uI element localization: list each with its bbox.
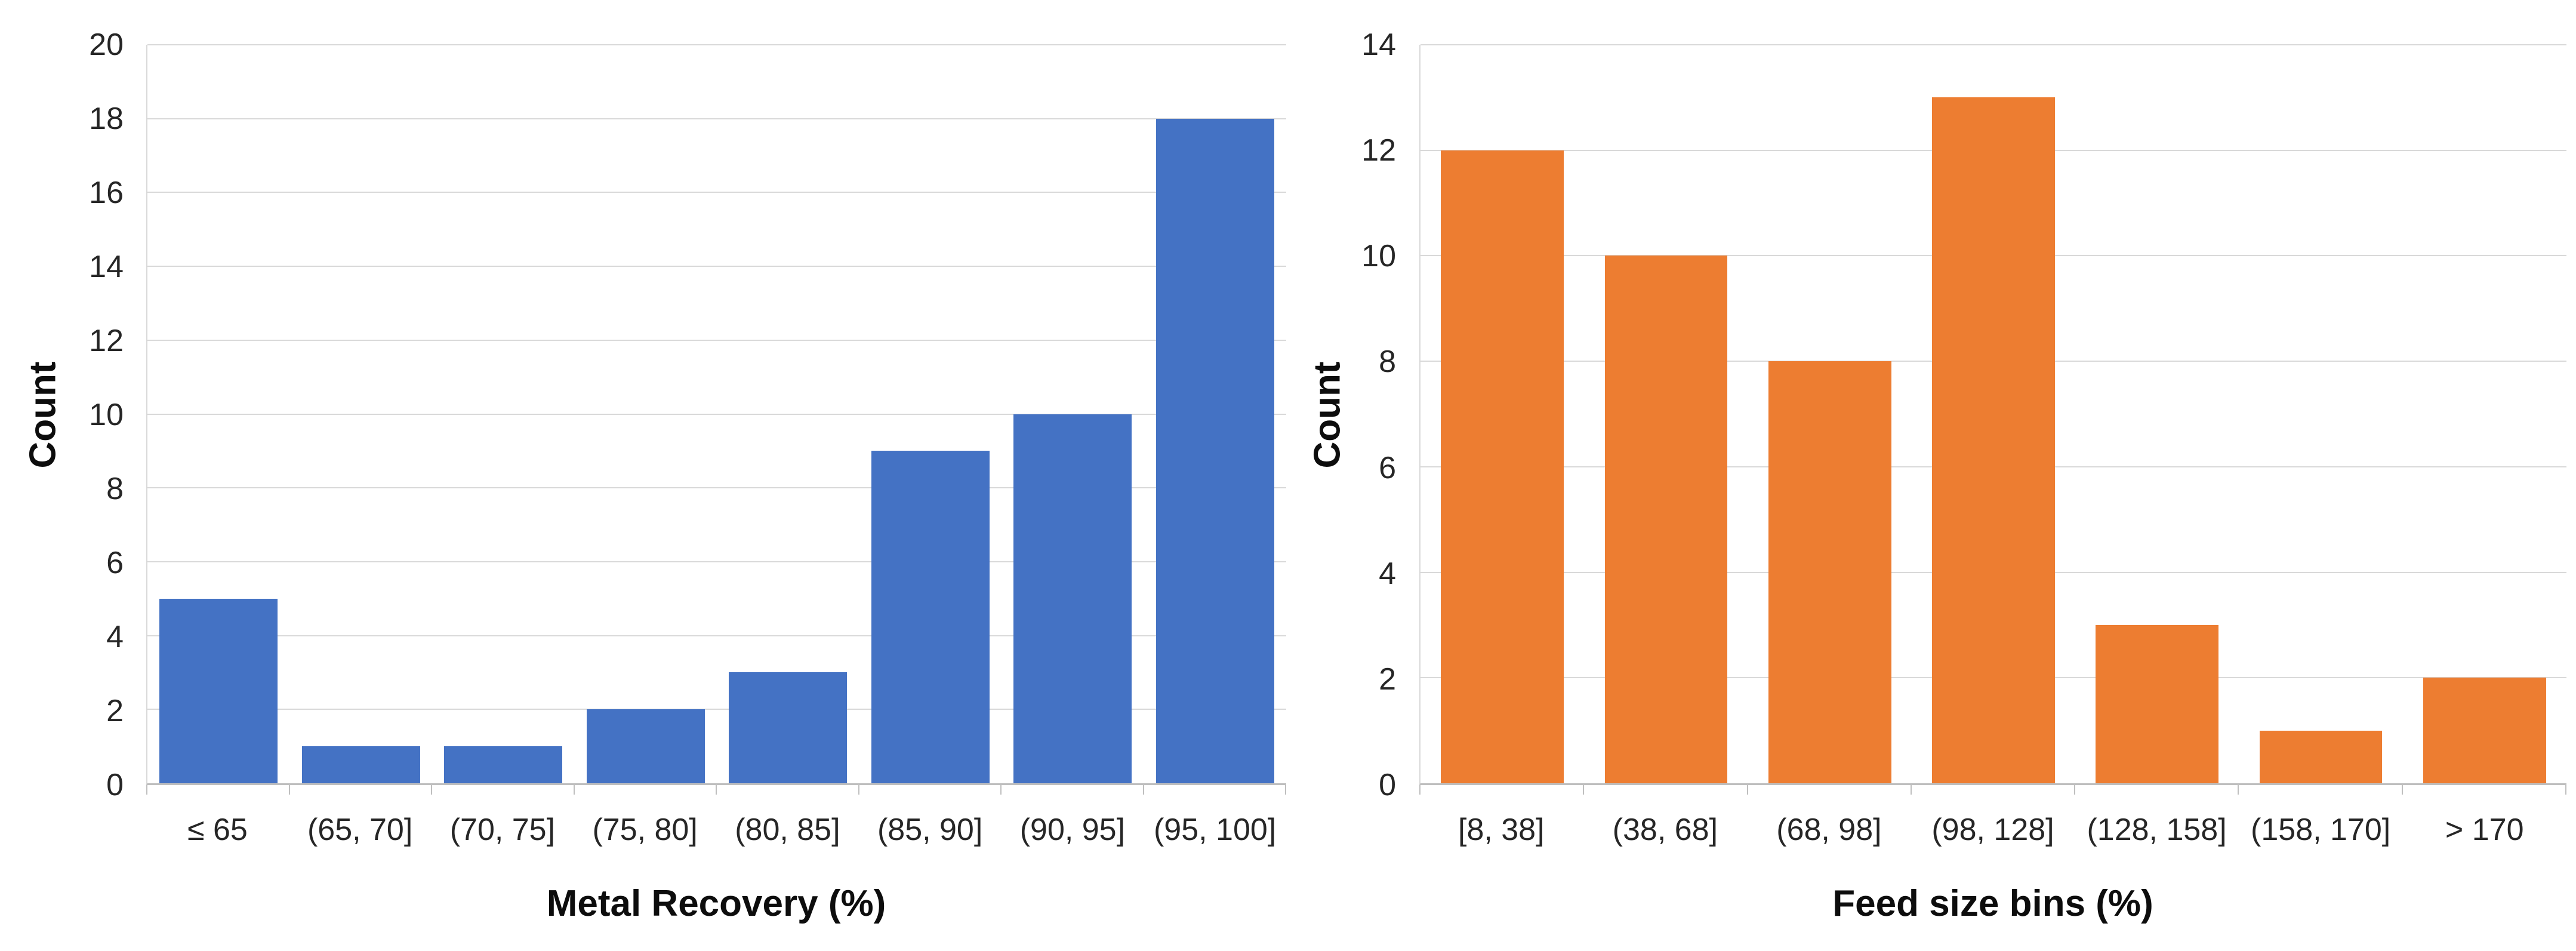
x-axis-tick-mark (858, 785, 859, 795)
x-tick-label: (128, 158] (2087, 812, 2227, 847)
bar (729, 672, 848, 783)
bar (2259, 730, 2383, 783)
y-axis-tick-labels: 0 2 4 6 8 10 12 14 16 18 20 (0, 29, 124, 801)
y-tick-label: 10 (89, 398, 124, 432)
y-tick-label: 10 (1361, 239, 1396, 274)
gridline (147, 339, 1286, 341)
y-tick-label: 0 (1379, 768, 1396, 802)
gridline (147, 413, 1286, 415)
x-tick-label: (68, 98] (1776, 812, 1882, 847)
x-axis-tick-mark (1746, 785, 1748, 795)
gridlines (147, 44, 1286, 783)
y-tick-label: 8 (106, 472, 124, 506)
bar (2096, 624, 2219, 783)
x-tick-label: (65, 70] (307, 812, 413, 847)
x-axis-tick-mark (146, 785, 147, 795)
x-axis-tick-mark (2401, 785, 2403, 795)
gridline (147, 487, 1286, 489)
gridline (147, 635, 1286, 636)
x-tick-label: [8, 38] (1458, 812, 1545, 847)
bar-series (1421, 45, 2566, 783)
x-tick-label: (70, 75] (449, 812, 556, 847)
x-axis-tick-labels: [8, 38] (38, 68] (68, 98] (98, 128] (128, 15… (1419, 812, 2566, 861)
metal-recovery-histogram: Count 0 2 4 6 8 10 12 14 16 18 20 ≤ 65 (65, 70] (70,… (0, 29, 1286, 924)
gridline (147, 266, 1286, 267)
gridline (147, 192, 1286, 193)
x-axis-tick-mark (431, 785, 432, 795)
gridline (147, 44, 1286, 45)
y-tick-label: 20 (89, 27, 124, 62)
gridline (147, 561, 1286, 562)
y-tick-label: 2 (1379, 661, 1396, 697)
bar (2423, 678, 2546, 783)
bar (159, 598, 278, 783)
bar (301, 746, 420, 783)
y-tick-label: 4 (1379, 556, 1396, 591)
x-axis-tick-mark (1000, 785, 1002, 795)
x-axis-tick-marks (1419, 45, 2566, 795)
x-axis-tick-mark (716, 785, 717, 795)
y-tick-label: 2 (106, 694, 124, 728)
y-tick-label: 4 (106, 620, 124, 654)
x-axis-tick-mark (2565, 785, 2566, 795)
x-tick-label: ≤ 65 (187, 812, 248, 847)
bar (1013, 414, 1132, 783)
y-tick-label: 6 (1379, 450, 1396, 485)
y-tick-label: 16 (89, 176, 124, 210)
y-tick-label: 18 (89, 101, 124, 136)
y-tick-label: 0 (106, 768, 124, 802)
x-axis-tick-mark (1419, 785, 1421, 795)
x-tick-label: (38, 68] (1612, 812, 1718, 847)
y-axis-tick-labels: 0 2 4 6 8 10 12 14 (1288, 29, 1396, 801)
y-tick-label: 14 (89, 250, 124, 284)
x-axis-tick-mark (2238, 785, 2239, 795)
bar (1155, 118, 1274, 783)
x-tick-label: (90, 95] (1019, 812, 1126, 847)
bar (871, 451, 990, 783)
x-tick-label: (158, 170] (2251, 812, 2391, 847)
y-tick-label: 12 (1361, 133, 1396, 168)
feed-size-histogram: Count 0 2 4 6 8 10 12 14 [8, 38] (38, 68] (68, 98… (1288, 0, 2576, 951)
y-tick-label: 12 (89, 324, 124, 358)
x-axis-tick-marks (146, 45, 1286, 795)
bar (1441, 150, 1564, 783)
bar (1604, 256, 1728, 783)
x-axis-title: Feed size bins (%) (1832, 883, 2153, 924)
x-tick-label: (98, 128] (1931, 812, 2054, 847)
plot-area (146, 44, 1286, 795)
bar (1768, 361, 1891, 783)
y-tick-label: 6 (106, 546, 124, 580)
x-axis-title: Metal Recovery (%) (546, 883, 886, 924)
x-tick-label: (75, 80] (592, 812, 698, 847)
x-axis-tick-mark (573, 785, 575, 795)
gridline (1421, 44, 2566, 45)
x-axis-tick-mark (1583, 785, 1585, 795)
x-tick-label: (85, 90] (877, 812, 983, 847)
gridline (147, 709, 1286, 710)
bar (444, 746, 563, 783)
plot-area (1419, 44, 2566, 795)
bar-series (147, 45, 1286, 783)
y-tick-label: 8 (1379, 344, 1396, 380)
x-tick-label: (95, 100] (1153, 812, 1277, 847)
gridline (147, 118, 1286, 119)
x-axis-tick-mark (288, 785, 290, 795)
y-tick-label: 14 (1361, 27, 1396, 62)
x-axis-tick-mark (1910, 785, 1912, 795)
x-tick-label: (80, 85] (735, 812, 840, 847)
x-axis-tick-mark (1285, 785, 1286, 795)
x-axis-tick-labels: ≤ 65 (65, 70] (70, 75] (75, 80] (80, 85] (85,… (146, 812, 1286, 861)
x-axis-tick-mark (1142, 785, 1144, 795)
x-axis-tick-mark (2074, 785, 2076, 795)
bar (1932, 97, 2055, 783)
bar (586, 709, 705, 783)
x-tick-label: > 170 (2445, 812, 2524, 847)
